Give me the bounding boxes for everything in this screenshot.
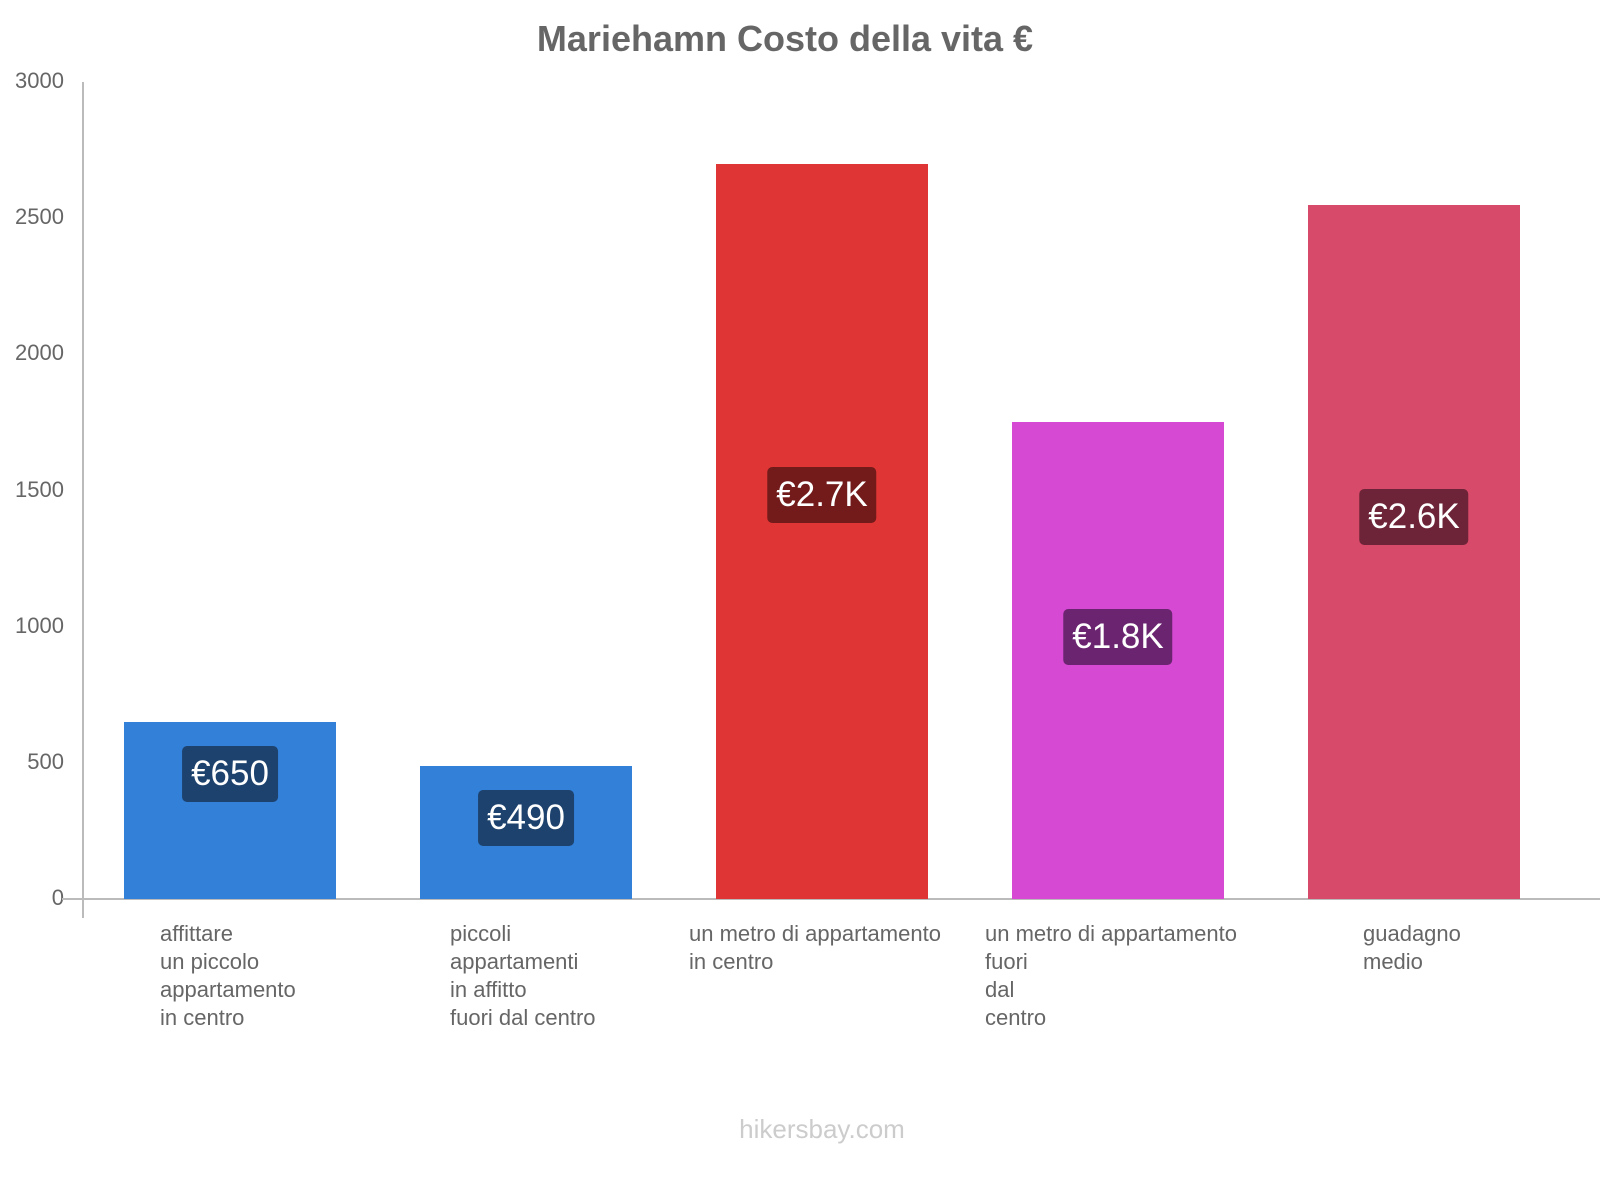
bar-value-label: €2.6K <box>1359 489 1469 546</box>
bar[interactable] <box>1308 204 1520 899</box>
x-category-label: affittare un piccolo appartamento in cen… <box>160 921 296 1030</box>
bar-value-label: €2.7K <box>767 466 877 523</box>
bar-value-label: €490 <box>478 789 574 846</box>
bar-value-label: €650 <box>182 745 278 802</box>
x-category-label: piccoli appartamenti in affitto fuori da… <box>450 921 596 1030</box>
y-tick-label: 500 <box>27 748 64 774</box>
y-tick-label: 3000 <box>15 68 64 93</box>
y-tick-label: 1000 <box>15 612 64 638</box>
bar-value-label: €1.8K <box>1063 608 1173 665</box>
x-category-label: guadagno medio <box>1363 921 1461 974</box>
x-category-label: un metro di appartamento in centro <box>689 921 941 974</box>
y-tick-label: 2000 <box>15 340 64 366</box>
y-axis-line <box>82 82 84 918</box>
y-tick-label: 0 <box>51 885 64 910</box>
y-tick-label: 2500 <box>15 204 64 230</box>
watermark: hikersbay.com <box>739 1114 905 1144</box>
y-tick-label: 1500 <box>15 476 64 502</box>
x-axis-line <box>62 898 1600 900</box>
x-category-label: un metro di appartamento fuori dal centr… <box>985 921 1237 1030</box>
chart-title: Mariehamn Costo della vita € <box>536 18 1034 59</box>
bar[interactable] <box>716 163 928 899</box>
